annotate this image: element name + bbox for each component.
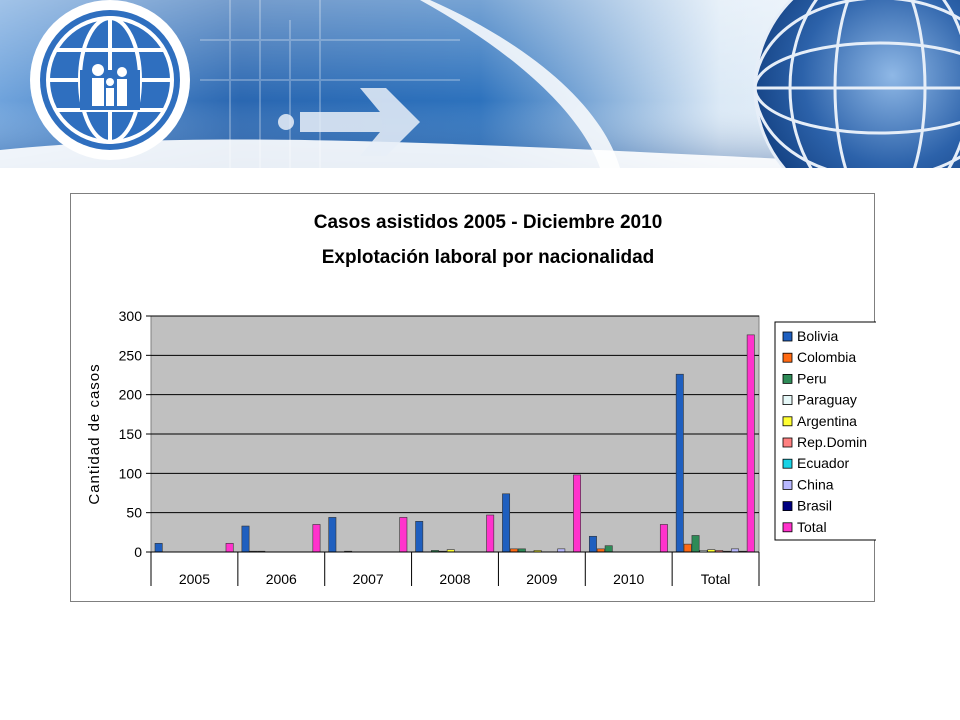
legend-swatch [782, 416, 793, 427]
legend-swatch [782, 522, 793, 533]
legend-swatch [782, 437, 793, 448]
y-tick-label: 250 [119, 347, 143, 363]
legend-swatch [782, 479, 793, 490]
x-tick-label: 2008 [439, 571, 470, 587]
legend-swatch [782, 395, 793, 406]
legend-label: China [797, 476, 834, 492]
bar-bolivia-2008 [415, 521, 424, 553]
bar-bolivia-2009 [502, 493, 511, 553]
y-tick-label: 300 [119, 308, 143, 324]
legend-label: Argentina [797, 413, 857, 429]
x-tick-label: 2010 [613, 571, 644, 587]
bar-total-2009 [573, 474, 581, 553]
legend-swatch [782, 458, 793, 469]
bar-peru-total [691, 535, 700, 553]
bar-total-2007 [399, 517, 408, 553]
legend: Bolivia Colombia Peru Paraguay Argentina Rep.… [774, 321, 876, 541]
bars [154, 334, 755, 553]
x-tick-label: 2009 [526, 571, 557, 587]
chart-subtitle: Explotación laboral por nacionalidad [322, 247, 655, 268]
bar-bolivia-2007 [328, 517, 337, 553]
y-axis-title: Cantidad de casos [86, 363, 103, 504]
legend-swatch [782, 331, 793, 342]
bar-bolivia-2010 [588, 535, 597, 553]
legend-swatch [782, 373, 793, 384]
y-tick-label: 0 [134, 544, 142, 560]
legend-swatch [782, 501, 793, 512]
legend-label: Bolivia [797, 328, 838, 344]
header-banner [0, 0, 960, 168]
x-tick-label: 2006 [266, 571, 297, 587]
legend-swatch [782, 352, 793, 363]
y-axis-ticks: 0 50 100 150 200 250 300 [119, 308, 151, 560]
bar-total-2010 [659, 524, 668, 553]
y-tick-label: 150 [119, 426, 143, 442]
bar-bolivia-2005 [154, 543, 163, 553]
chart-title: Casos asistidos 2005 - Diciembre 2010 [314, 212, 663, 233]
legend-label: Total [797, 519, 827, 535]
x-axis-ticks: 2005 2006 2007 2008 2009 2010 Total [150, 551, 760, 587]
legend-label: Peru [797, 370, 827, 386]
bar-bolivia-2006 [241, 525, 250, 553]
arrow-icon [278, 88, 420, 156]
bar-total-total [746, 334, 755, 553]
y-tick-label: 50 [126, 505, 142, 521]
gridlines [151, 315, 759, 553]
legend-label: Rep.Domin [797, 434, 867, 450]
bar-bolivia-total [675, 373, 684, 553]
legend-label: Paraguay [797, 392, 857, 408]
y-tick-label: 200 [119, 387, 143, 403]
wireframe-globe-icon [753, 0, 960, 168]
bar-peru-2010 [604, 545, 613, 553]
legend-label: Colombia [797, 349, 856, 365]
bar-total-2008 [486, 514, 495, 553]
x-tick-label: 2005 [179, 571, 210, 587]
bar-colombia-total [683, 543, 692, 553]
chart-container: Casos asistidos 2005 - Diciembre 2010 Ex… [70, 193, 876, 602]
legend-label: Ecuador [797, 455, 849, 471]
iom-globe-family-logo [30, 0, 190, 160]
bar-total-2006 [312, 524, 321, 553]
y-tick-label: 100 [119, 465, 143, 481]
legend-label: Brasil [797, 498, 832, 514]
chart-svg: Casos asistidos 2005 - Diciembre 2010 Ex… [86, 212, 876, 587]
x-tick-label: 2007 [353, 571, 384, 587]
bar-total-2005 [225, 543, 234, 553]
x-tick-label: Total [701, 571, 731, 587]
